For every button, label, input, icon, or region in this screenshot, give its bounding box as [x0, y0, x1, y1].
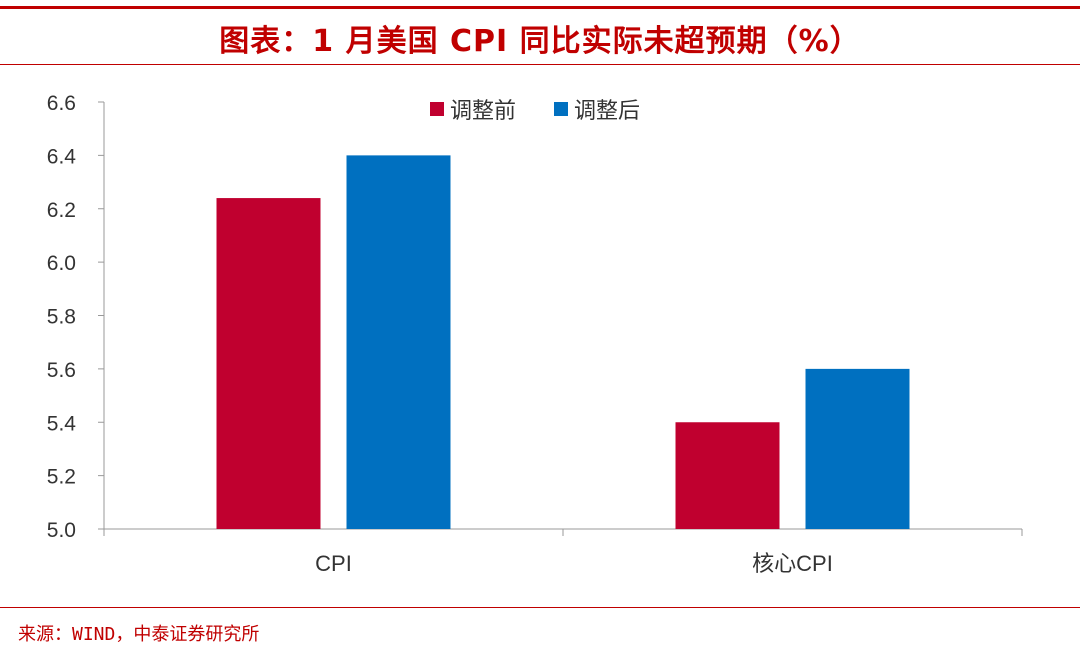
- chart-title: 图表：1 月美国 CPI 同比实际未超预期（%）: [219, 24, 861, 59]
- y-tick-label: 6.2: [47, 199, 76, 222]
- y-tick-label: 5.0: [47, 519, 76, 542]
- y-tick-label: 5.4: [47, 412, 77, 435]
- y-tick-label: 5.8: [47, 306, 76, 329]
- y-tick-label: 6.6: [47, 92, 76, 115]
- y-tick-label: 5.2: [47, 466, 76, 489]
- bar-chart: 5.0 5.2 5.4 5.6 5.8 6.0 6.2 6.4 6.6 CPI 核心CPI 调整前 调整…: [47, 92, 1023, 576]
- source-note: 来源：WIND，中泰证券研究所: [18, 624, 260, 645]
- top-rule: [0, 6, 1080, 9]
- legend-swatch-0: [430, 102, 444, 116]
- bar-after-1: [805, 368, 910, 529]
- bar-before-1: [675, 422, 780, 529]
- legend-swatch-1: [554, 102, 568, 116]
- title-rule: [0, 64, 1080, 65]
- bottom-rule: [0, 607, 1080, 608]
- bar-after-0: [346, 155, 451, 529]
- y-tick-label: 5.6: [47, 359, 76, 382]
- bar-before-0: [216, 198, 321, 529]
- legend-label-1: 调整后: [574, 99, 640, 124]
- y-tick-label: 6.0: [47, 252, 76, 275]
- y-tick-label: 6.4: [47, 145, 77, 168]
- x-category-label: CPI: [315, 551, 352, 576]
- x-category-label: 核心CPI: [752, 551, 833, 576]
- legend-label-0: 调整前: [450, 99, 516, 124]
